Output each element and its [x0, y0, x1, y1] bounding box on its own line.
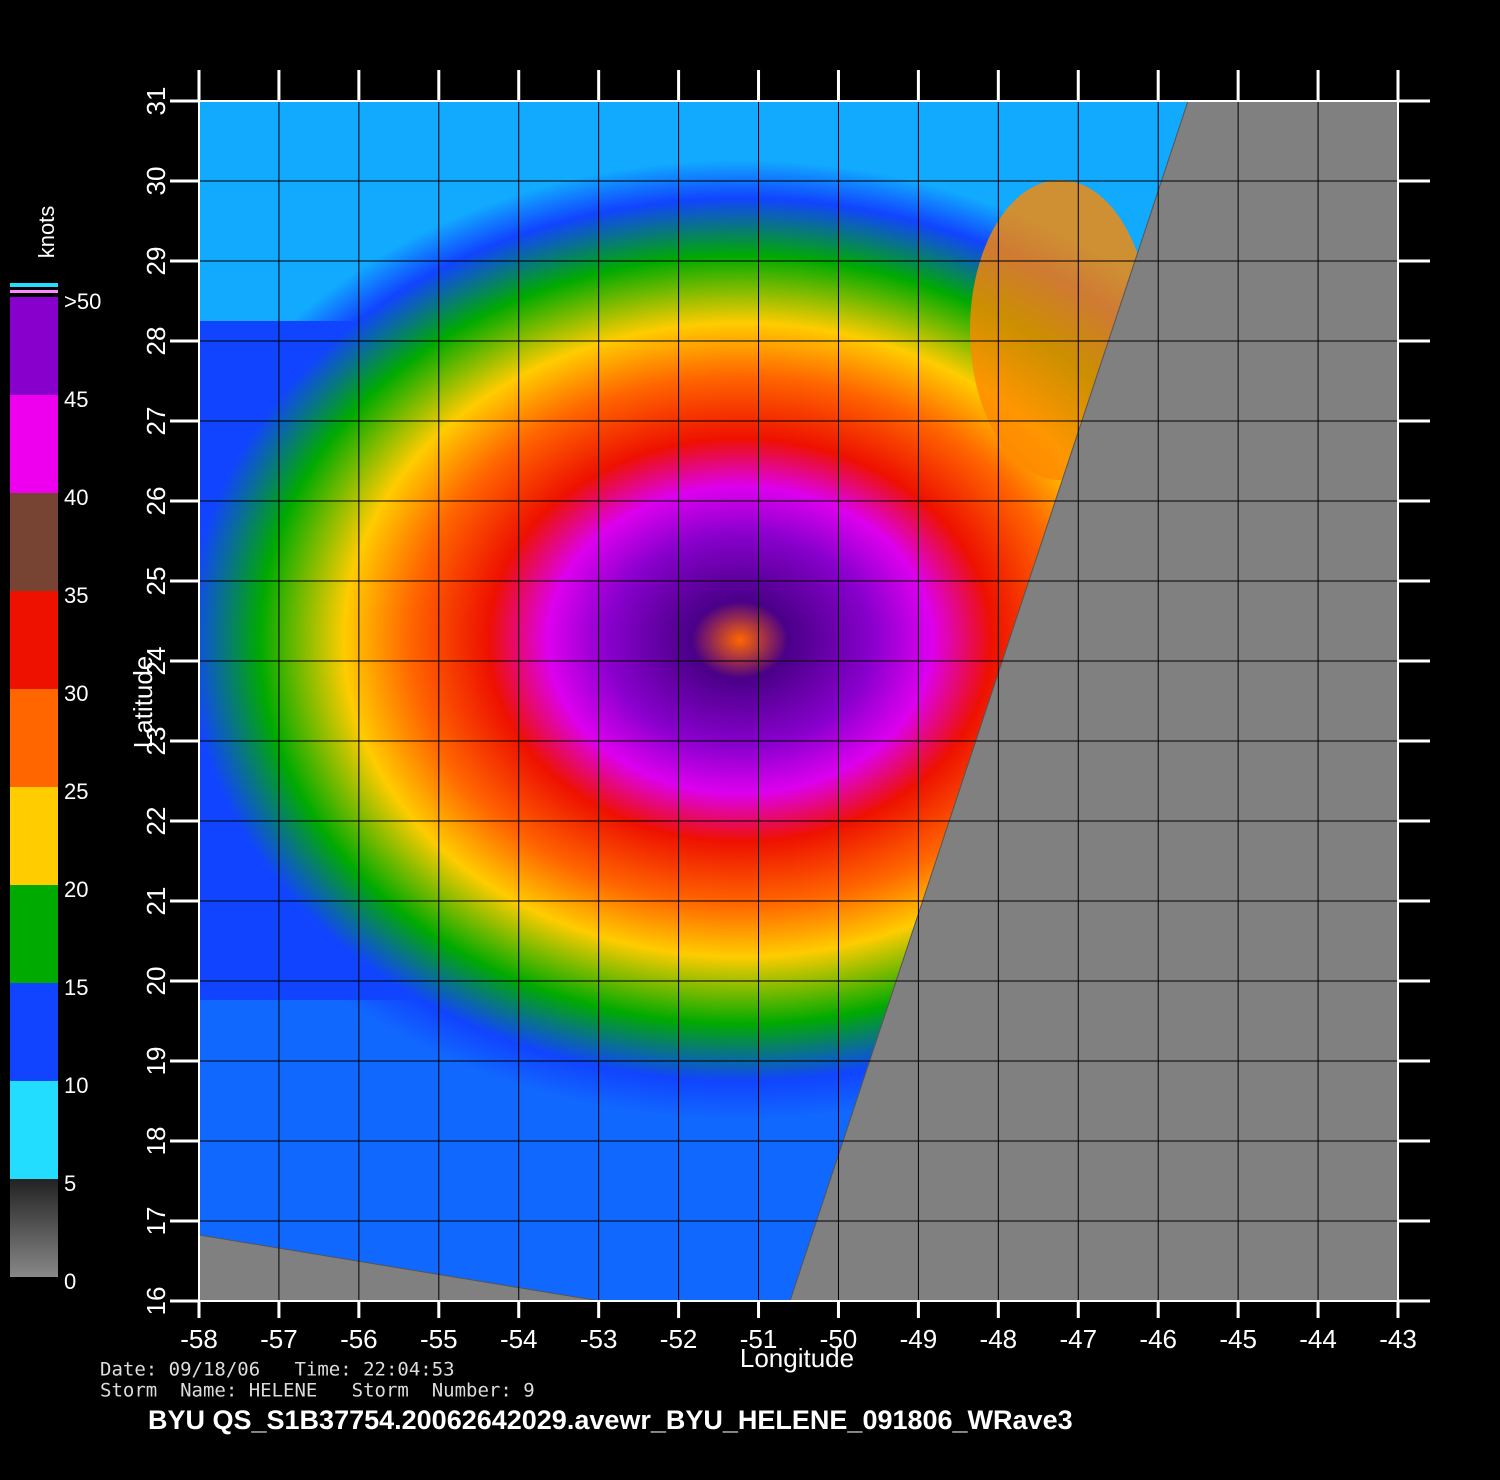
x-tick-label: -51: [740, 1324, 778, 1354]
y-tick-label: 31: [141, 87, 171, 116]
file-title: BYU QS_S1B37754.20062642029.avewr_BYU_HE…: [148, 1405, 1073, 1435]
colorbar-label: 0: [64, 1269, 76, 1294]
x-tick-label: -57: [260, 1324, 298, 1354]
colorbar-band: [10, 1179, 58, 1277]
x-tick-label: -56: [340, 1324, 378, 1354]
y-tick-label: 27: [141, 407, 171, 436]
y-tick-label: 23: [141, 727, 171, 756]
colorbar-label: 35: [64, 583, 88, 608]
colorbar-label: >50: [64, 289, 101, 314]
x-tick-label: -47: [1059, 1324, 1097, 1354]
colorbar: 0 5 10 15 20 25 30 35 40 45 >50: [10, 283, 101, 1294]
plot-frame: [198, 100, 1399, 1302]
colorbar-label: 20: [64, 877, 88, 902]
colorbar-label: 45: [64, 387, 88, 412]
x-axis-label: Longitude: [740, 1343, 854, 1373]
x-tick-label: -44: [1299, 1324, 1337, 1354]
colorbar-label: 5: [64, 1171, 76, 1196]
y-tick-label: 16: [141, 1287, 171, 1316]
x-tick-label: -55: [420, 1324, 458, 1354]
y-tick-label: 17: [141, 1207, 171, 1236]
y-tick-label: 22: [141, 807, 171, 836]
x-tick-label: -54: [500, 1324, 538, 1354]
colorbar-label: 10: [64, 1073, 88, 1098]
x-tick-label: -53: [580, 1324, 618, 1354]
colorbar-band: [10, 885, 58, 983]
y-tick-label: 24: [141, 647, 171, 676]
colorbar-label: 25: [64, 779, 88, 804]
axes: -58 -57 -56 -55 -54 -53 -52 -51 -50 -49 -48 -47 -46 -…: [141, 70, 1430, 1354]
x-tick-label: -45: [1219, 1324, 1257, 1354]
y-axis-label: Latitude: [128, 656, 158, 749]
x-tick-label: -58: [180, 1324, 218, 1354]
x-tick-label: -43: [1379, 1324, 1417, 1354]
y-tick-label: 20: [141, 967, 171, 996]
colorbar-cap: [10, 290, 58, 293]
colorbar-band: [10, 297, 58, 395]
y-tick-label: 28: [141, 327, 171, 356]
colorbar-cap: [10, 283, 58, 287]
y-tick-label: 18: [141, 1127, 171, 1156]
colorbar-band: [10, 1081, 58, 1179]
colorbar-unit: knots: [34, 206, 59, 259]
y-tick-label: 21: [141, 887, 171, 916]
colorbar-band: [10, 689, 58, 787]
colorbar-band: [10, 787, 58, 885]
info-line: Storm Name: HELENE Storm Number: 9: [100, 1380, 535, 1402]
colorbar-band: [10, 983, 58, 1081]
x-tick-label: -48: [980, 1324, 1018, 1354]
colorbar-label: 40: [64, 485, 88, 510]
x-tick-label: -52: [660, 1324, 698, 1354]
x-tick-label: -46: [1139, 1324, 1177, 1354]
y-tick-label: 25: [141, 567, 171, 596]
x-tick-label: -49: [900, 1324, 938, 1354]
colorbar-band: [10, 395, 58, 493]
y-tick-label: 30: [141, 167, 171, 196]
x-tick-label: -50: [820, 1324, 858, 1354]
colorbar-band: [10, 493, 58, 591]
colorbar-label: 15: [64, 975, 88, 1000]
y-tick-label: 26: [141, 487, 171, 516]
info-line: Date: 09/18/06 Time: 22:04:53: [100, 1359, 455, 1381]
y-tick-label: 19: [141, 1047, 171, 1076]
colorbar-label: 30: [64, 681, 88, 706]
colorbar-band: [10, 591, 58, 689]
y-tick-label: 29: [141, 247, 171, 276]
